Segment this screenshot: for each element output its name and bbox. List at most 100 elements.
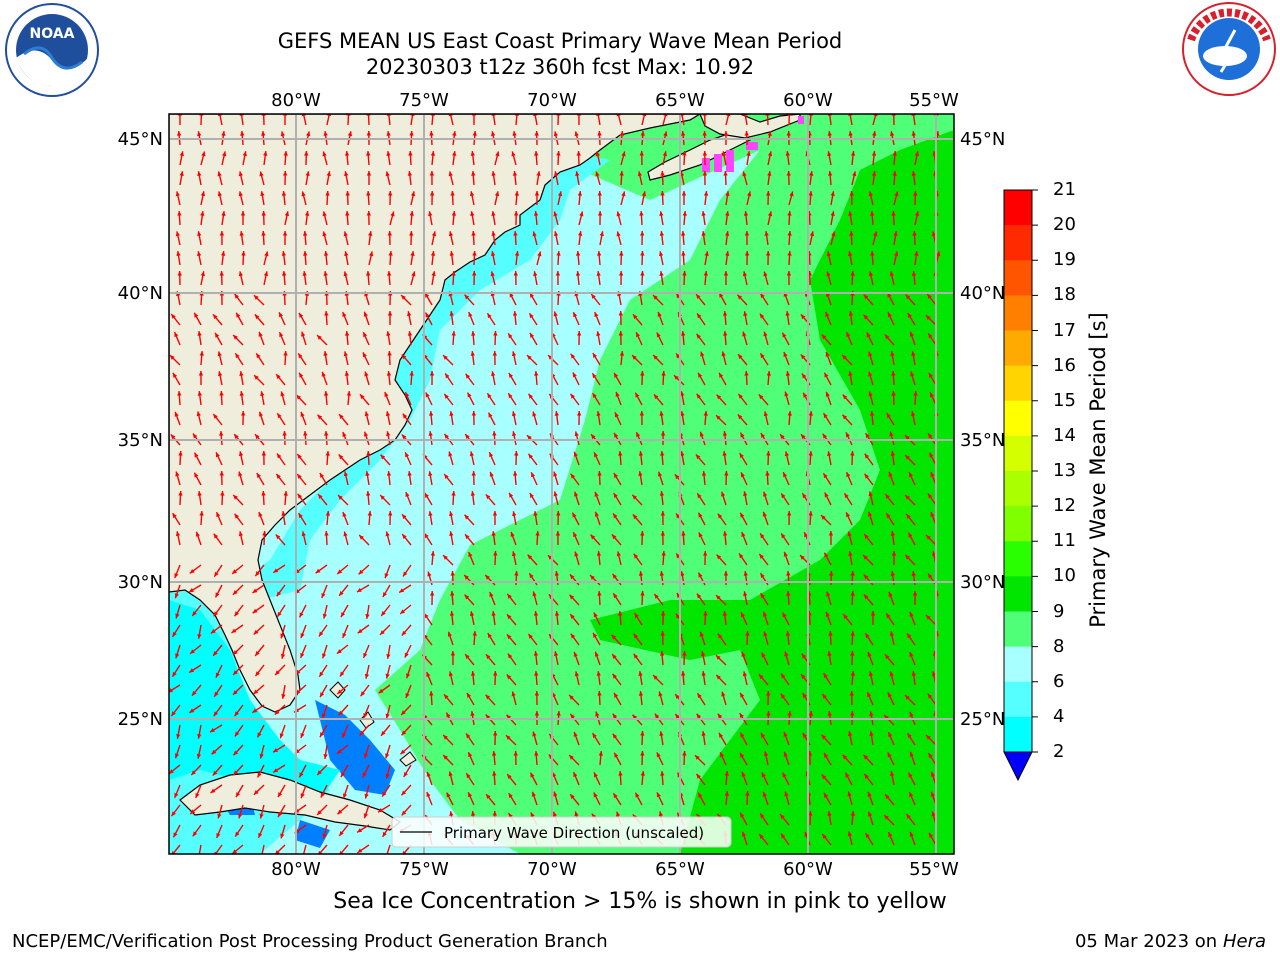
footer-host: Hera	[1222, 931, 1266, 952]
wave-arrow-head	[506, 614, 512, 620]
wave-arrow-head	[449, 511, 454, 517]
wave-arrow-head	[553, 791, 558, 797]
wave-arrow-head	[767, 211, 773, 217]
wave-arrow-head	[619, 171, 624, 176]
wave-arrow-head	[532, 591, 537, 597]
wave-arrow-head	[698, 372, 703, 378]
wave-arrow-head	[238, 471, 243, 477]
wave-arrow-head	[261, 211, 266, 216]
wave-arrow-head	[697, 493, 702, 499]
wave-arrow-head	[616, 231, 621, 237]
wave-arrow-head	[760, 593, 765, 599]
wave-arrow-head	[172, 513, 177, 519]
wave-arrow-head	[232, 690, 238, 695]
wave-arrow-head	[910, 371, 915, 377]
wave-arrow-head	[886, 413, 891, 419]
wave-arrow-head	[676, 353, 681, 359]
wave-arrow-head	[681, 231, 686, 236]
wave-arrow-head	[425, 292, 430, 298]
wave-arrow-head	[194, 472, 199, 478]
wave-arrow-head	[638, 451, 644, 456]
wave-arrow-head	[740, 732, 745, 738]
wave-arrow-head	[656, 792, 661, 798]
wave-arrow-head	[745, 791, 750, 796]
wave-arrow-head	[346, 391, 352, 396]
wave-arrow-head	[596, 331, 601, 337]
wave-arrow-head	[889, 431, 894, 437]
wave-arrow-head	[761, 652, 766, 658]
lat-label-left: 40°N	[118, 283, 163, 304]
wave-arrow-head	[470, 351, 475, 356]
wave-arrow-head	[783, 351, 788, 357]
wave-arrow-head	[763, 331, 768, 337]
wave-arrow-head	[781, 533, 786, 539]
wave-arrow-head	[766, 191, 771, 196]
land-north-america	[169, 114, 702, 713]
wave-arrow-head	[239, 371, 244, 376]
wave-arrow-head	[823, 473, 828, 479]
wave-arrow-head	[554, 171, 559, 177]
wave-arrow-shaft	[849, 114, 853, 126]
lon-label-top: 75°W	[399, 90, 449, 111]
wave-arrow-head	[740, 752, 745, 758]
wave-arrow-head	[215, 672, 220, 678]
wave-arrow-head	[868, 271, 874, 277]
wave-arrow-head	[742, 331, 747, 337]
wave-arrow-head	[428, 471, 433, 477]
wave-arrow-head	[614, 692, 619, 698]
wave-arrow-head	[321, 713, 327, 719]
wave-arrow-head	[450, 191, 455, 196]
wave-arrow-head	[654, 593, 659, 599]
wave-arrow-head	[597, 191, 602, 196]
wave-arrow-head	[511, 411, 517, 417]
wave-arrow-shaft	[725, 114, 730, 126]
wave-arrow-head	[488, 412, 493, 418]
wave-arrow-head	[633, 633, 639, 639]
wave-arrow-head	[800, 555, 805, 560]
wave-arrow-head	[297, 474, 302, 479]
wave-arrow-head	[760, 813, 765, 819]
wave-arrow-head	[569, 574, 575, 580]
wave-arrow-head	[471, 171, 476, 176]
lon-label-bottom: 65°W	[655, 859, 705, 880]
wave-arrow-head	[359, 534, 364, 540]
wave-arrow-head	[508, 393, 513, 399]
wave-arrow-head	[260, 391, 265, 397]
wave-arrow-head	[281, 694, 286, 699]
wave-arrow-head	[507, 593, 512, 599]
wave-arrow-head	[387, 231, 392, 236]
wave-arrow-head	[344, 331, 350, 336]
wave-arrow-head	[322, 653, 327, 659]
wave-arrow-head	[611, 634, 617, 640]
wave-arrow-head	[279, 312, 284, 318]
wave-arrow-head	[464, 294, 470, 300]
colorbar-tick-label: 8	[1053, 635, 1065, 657]
wave-arrow-head	[527, 554, 533, 560]
colorbar-tick-label: 9	[1053, 600, 1065, 622]
wave-arrow-head	[445, 373, 450, 379]
wave-arrow-head	[737, 294, 743, 300]
wave-arrow-head	[384, 573, 389, 579]
wave-arrow-head	[430, 551, 436, 556]
wave-arrow-head	[576, 411, 582, 416]
wave-arrow-head	[702, 551, 708, 556]
graticule	[169, 114, 954, 854]
wave-arrow-head	[725, 191, 730, 196]
wave-arrow-head	[297, 454, 302, 459]
wave-arrow-head	[930, 392, 934, 398]
wave-arrow-head	[763, 491, 768, 497]
wave-arrow-head	[470, 491, 476, 496]
wave-arrow-head	[908, 772, 913, 778]
wave-arrow-head	[760, 573, 765, 579]
lat-label-right: 30°N	[960, 572, 1005, 593]
wave-arrow-head	[532, 731, 537, 737]
wave-arrow-head	[447, 631, 452, 637]
wave-arrow-head	[616, 551, 621, 557]
wave-arrow-head	[323, 251, 329, 256]
wave-arrow-head	[344, 251, 349, 257]
wave-arrow-head	[449, 531, 454, 537]
wave-arrow-head	[171, 314, 176, 319]
wave-arrow-head	[619, 251, 624, 256]
wave-arrow-head	[429, 191, 435, 196]
wave-arrow-head	[407, 171, 413, 176]
